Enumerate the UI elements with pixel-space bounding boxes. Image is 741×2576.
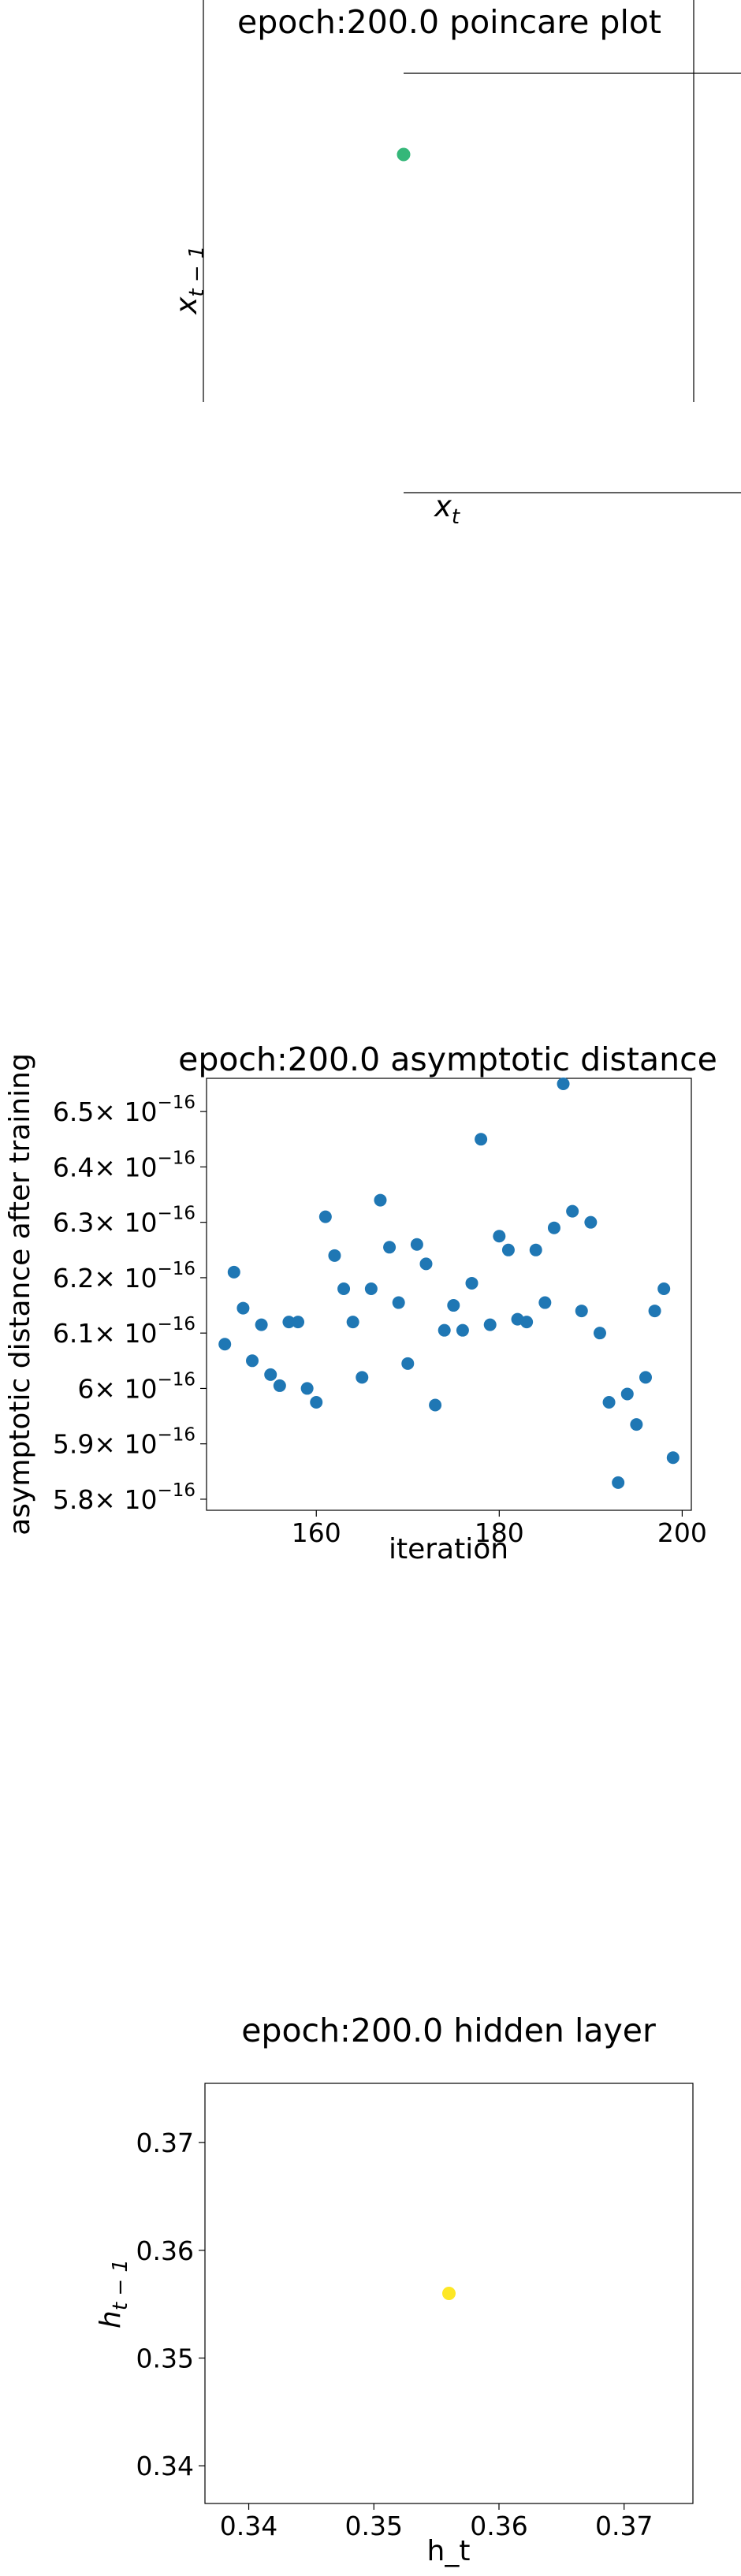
asymptotic-x-tick-label: 180 [475, 1517, 524, 1548]
asymptotic-title: epoch:200.0 asymptotic distance [178, 1040, 717, 1078]
asymptotic-point [328, 1249, 341, 1262]
hidden-y-tick-label: 0.36 [136, 2235, 194, 2266]
hidden-y-tick-label: 0.37 [136, 2127, 194, 2158]
hidden-points [442, 2287, 456, 2300]
hidden-y-tick-label: 0.34 [136, 2451, 194, 2481]
asymptotic-point [493, 1230, 506, 1243]
poincare-title: epoch:200.0 poincare plot [237, 3, 661, 41]
asymptotic-point [602, 1396, 616, 1409]
hidden-y-tick-label: 0.35 [136, 2343, 194, 2374]
asymptotic-point [383, 1241, 397, 1254]
asymptotic-point [364, 1282, 378, 1295]
asymptotic-point [300, 1382, 314, 1395]
asymptotic-y-tick-label: 6.5× 10−16 [53, 1093, 195, 1127]
asymptotic-point [547, 1221, 560, 1234]
asymptotic-y-tick-label: 5.9× 10−16 [53, 1425, 195, 1460]
asymptotic-distance-chart: epoch:200.0 asymptotic distance 5.8× 10−… [4, 1040, 717, 1565]
asymptotic-point [483, 1318, 497, 1331]
asymptotic-plot-frame [206, 1078, 692, 1511]
asymptotic-x-ticks: 160 180 200 [292, 1510, 707, 1548]
asymptotic-point [475, 1133, 488, 1146]
asymptotic-point [575, 1305, 588, 1318]
asymptotic-points [218, 1078, 680, 1489]
poincare-ylabel: xt − 1 [169, 246, 209, 315]
asymptotic-point [520, 1316, 534, 1329]
hidden-x-tick-label: 0.34 [220, 2511, 277, 2541]
asymptotic-point [264, 1368, 277, 1381]
asymptotic-point [282, 1316, 296, 1329]
poincare-point [397, 147, 411, 162]
asymptotic-point [318, 1210, 332, 1223]
asymptotic-point [401, 1357, 415, 1370]
asymptotic-xlabel: iteration [389, 1533, 508, 1565]
asymptotic-point [566, 1204, 579, 1218]
asymptotic-y-tick-label: 6.4× 10−16 [53, 1148, 195, 1182]
asymptotic-point [612, 1476, 625, 1489]
asymptotic-point [218, 1338, 232, 1351]
asymptotic-point [429, 1398, 442, 1412]
asymptotic-point [419, 1257, 433, 1271]
asymptotic-point [501, 1243, 515, 1256]
asymptotic-point [657, 1282, 671, 1295]
asymptotic-ylabel: asymptotic distance after training [4, 1053, 36, 1536]
asymptotic-point [337, 1282, 351, 1295]
asymptotic-x-tick-label: 160 [292, 1517, 341, 1548]
asymptotic-point [292, 1316, 305, 1329]
asymptotic-point [529, 1243, 542, 1256]
asymptotic-point [410, 1238, 423, 1251]
asymptotic-point [666, 1451, 680, 1465]
poincare-xlabel: xt [434, 490, 460, 529]
asymptotic-point [374, 1193, 387, 1207]
hidden-title: epoch:200.0 hidden layer [241, 2012, 656, 2049]
asymptotic-point [648, 1305, 661, 1318]
hidden-x-tick-label: 0.37 [595, 2511, 653, 2541]
asymptotic-point [620, 1387, 634, 1401]
asymptotic-point [584, 1215, 598, 1229]
hidden-plot-frame [204, 2083, 694, 2504]
asymptotic-point [310, 1396, 323, 1409]
asymptotic-point [392, 1296, 405, 1309]
asymptotic-y-tick-label: 6.3× 10−16 [53, 1204, 195, 1238]
asymptotic-x-tick-label: 200 [657, 1517, 707, 1548]
asymptotic-point [246, 1354, 259, 1368]
asymptotic-point [346, 1316, 359, 1329]
asymptotic-point [557, 1078, 570, 1091]
asymptotic-point [273, 1379, 286, 1392]
asymptotic-y-ticks: 5.8× 10−16 5.9× 10−16 6× 10−16 6.1× 10−16 6.… [53, 1093, 207, 1515]
asymptotic-point [630, 1418, 643, 1431]
hidden-layer-chart: epoch:200.0 hidden layer 0.340.350.360.3… [95, 2012, 694, 2567]
asymptotic-point [639, 1371, 652, 1384]
hidden-point [442, 2287, 456, 2300]
hidden-x-tick-label: 0.35 [345, 2511, 403, 2541]
asymptotic-point [227, 1265, 240, 1279]
hidden-x-ticks: 0.34 0.35 0.36 0.37 [220, 2503, 653, 2541]
hidden-ylabel: ht − 1 [95, 2259, 132, 2328]
asymptotic-point [593, 1327, 606, 1340]
asymptotic-point [438, 1323, 451, 1337]
asymptotic-point [465, 1276, 478, 1290]
asymptotic-y-tick-label: 6.2× 10−16 [53, 1259, 195, 1294]
asymptotic-y-tick-label: 6.1× 10−16 [53, 1314, 195, 1349]
poincare-plot: epoch:200.0 poincare plot xt xt − 1 [169, 0, 741, 529]
asymptotic-point [447, 1299, 460, 1312]
asymptotic-y-tick-label: 5.8× 10−16 [53, 1480, 195, 1515]
hidden-x-tick-label: 0.36 [470, 2511, 527, 2541]
asymptotic-y-tick-label: 6× 10−16 [77, 1369, 195, 1404]
hidden-xlabel: h_t [427, 2535, 471, 2567]
asymptotic-point [236, 1301, 250, 1315]
hidden-y-ticks: 0.34 0.35 0.36 0.37 [136, 2127, 205, 2481]
asymptotic-point [456, 1323, 469, 1337]
asymptotic-point [356, 1371, 369, 1384]
asymptotic-point [538, 1296, 552, 1309]
asymptotic-point [255, 1318, 268, 1331]
